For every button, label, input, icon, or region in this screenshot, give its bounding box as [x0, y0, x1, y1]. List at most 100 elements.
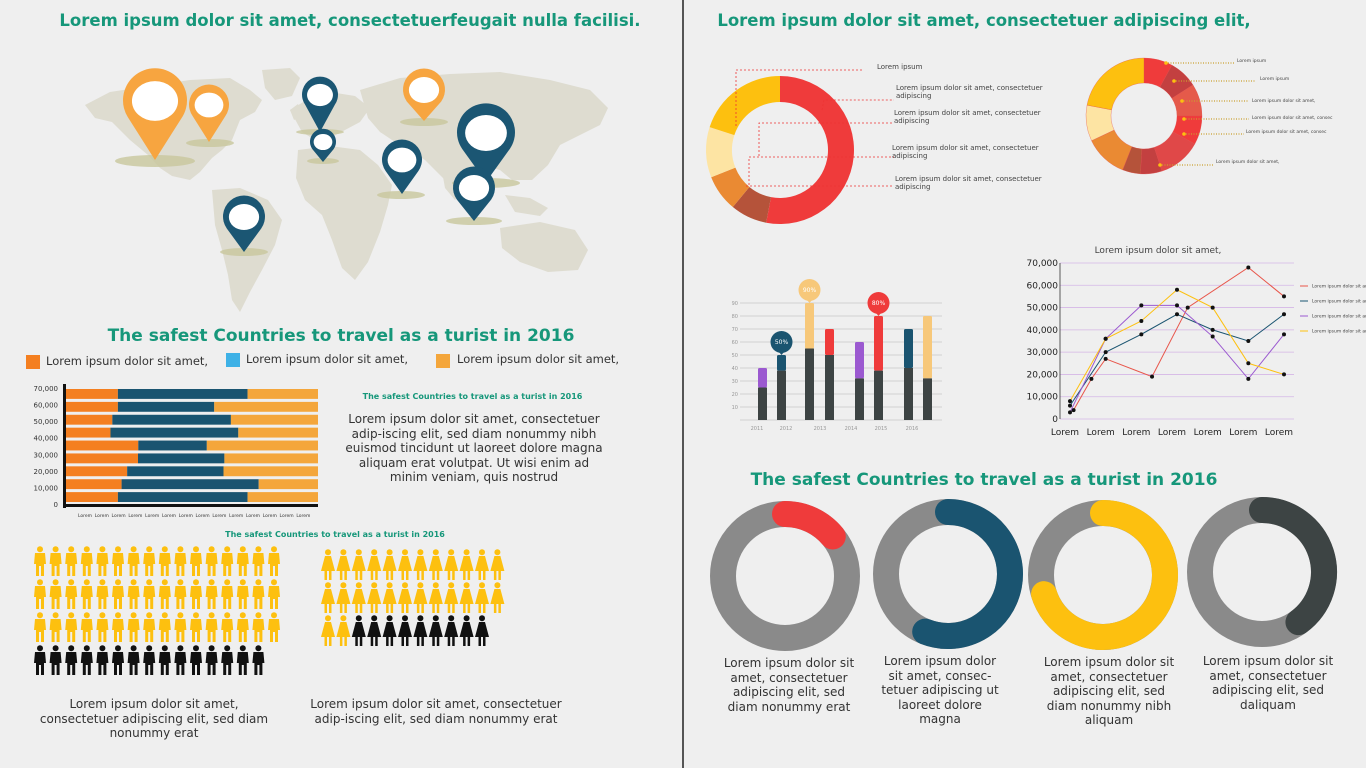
continent: [505, 195, 548, 216]
head: [37, 612, 43, 619]
x-tick-label: 2015: [875, 426, 888, 432]
body: [205, 652, 218, 675]
legend-label: Lorem ipsum dolor sit amet,: [1312, 284, 1366, 290]
head: [224, 579, 231, 586]
head: [386, 615, 393, 622]
body: [49, 553, 62, 576]
male-person-icon: [65, 645, 78, 675]
body: [143, 652, 156, 675]
text-block-title: The safest Countries to travel as a turi…: [362, 392, 583, 401]
body: [205, 553, 218, 576]
panel-divider: [682, 0, 684, 768]
head: [83, 546, 90, 553]
leader-dot: [1182, 117, 1186, 121]
male-person-icon: [236, 645, 249, 675]
people-pictogram: [34, 546, 505, 675]
y-tick-label: 10: [732, 405, 738, 411]
head: [355, 582, 362, 589]
male-person-icon: [174, 546, 187, 576]
right-title: Lorem ipsum dolor sit amet, consectetuer…: [717, 11, 1251, 30]
bar-segment: [66, 453, 138, 464]
x-tick-label: Lorem: [145, 513, 159, 519]
body: [34, 553, 46, 576]
head: [417, 549, 424, 556]
bar-base-segment: [758, 387, 767, 420]
body: [34, 586, 46, 609]
male-person-icon: [65, 579, 78, 609]
bar-base-segment: [777, 370, 786, 420]
y-tick-label: 20: [732, 392, 738, 398]
x-tick-label: Lorem: [196, 513, 210, 519]
pin-hole: [131, 81, 179, 121]
ring-caption: Lorem ipsum dolor sit amet, consectetuer…: [723, 656, 855, 714]
female-person-icon: [475, 615, 489, 646]
body: [336, 556, 351, 580]
head: [432, 615, 439, 622]
data-point: [1068, 410, 1072, 415]
head: [99, 645, 106, 652]
head: [463, 615, 470, 622]
male-person-icon: [112, 612, 124, 642]
male-person-icon: [143, 645, 156, 675]
head: [99, 546, 106, 553]
line-chart: 0 10,000 20,000 30,000 40,000 50,000 60,000 70,…: [1027, 259, 1366, 438]
body: [65, 553, 78, 576]
body: [413, 622, 428, 646]
male-person-icon: [252, 612, 265, 642]
body: [80, 652, 93, 675]
body: [268, 553, 280, 576]
bar-segment: [112, 414, 231, 425]
bar-base-segment: [805, 348, 814, 420]
head: [494, 549, 501, 556]
body: [143, 619, 156, 642]
head: [83, 645, 90, 652]
bar-base-segment: [825, 355, 834, 420]
body: [336, 589, 351, 613]
bar-top-segment: [758, 368, 767, 388]
head: [340, 582, 347, 589]
data-point: [1210, 305, 1215, 310]
male-person-icon: [112, 579, 124, 609]
data-point: [1103, 356, 1108, 361]
continent: [262, 68, 300, 100]
x-tick-label: Lorem: [112, 513, 126, 519]
female-person-icon: [321, 582, 335, 613]
data-point: [1150, 374, 1155, 379]
head: [193, 546, 199, 553]
male-person-icon: [158, 612, 171, 642]
head: [130, 612, 137, 619]
bar-segment: [224, 453, 318, 464]
bar-segment: [117, 389, 248, 399]
y-tick-label: 0: [1052, 415, 1058, 425]
bar-segment: [66, 427, 111, 438]
head: [463, 549, 470, 556]
head: [371, 615, 378, 622]
male-person-icon: [205, 546, 218, 576]
body: [127, 652, 140, 675]
data-point: [1103, 350, 1108, 355]
head: [177, 546, 184, 553]
head: [146, 546, 153, 553]
head: [271, 612, 277, 619]
leader-dot: [1182, 132, 1186, 136]
body: [490, 589, 505, 613]
head: [239, 579, 246, 586]
ring-caption: Lorem ipsum dolor sit amet, consectetuer…: [1043, 655, 1175, 727]
head: [224, 645, 231, 652]
pin-shadow: [115, 155, 195, 167]
continent: [296, 146, 392, 280]
pin-hole: [307, 83, 333, 107]
x-tick-label: Lorem: [1158, 428, 1186, 438]
male-person-icon: [221, 579, 234, 609]
head: [130, 579, 137, 586]
big-donut-label: Lorem ipsum: [877, 63, 923, 71]
head: [255, 645, 262, 652]
head: [161, 645, 168, 652]
small-donut-label: Lorem ipsum: [1237, 59, 1267, 64]
data-point: [1175, 287, 1179, 292]
body: [127, 586, 140, 609]
x-tick-label: 2014: [845, 426, 858, 432]
left-panel: Lorem ipsum dolor sit amet, consectetuer…: [0, 0, 682, 768]
male-person-icon: [174, 612, 187, 642]
body: [351, 622, 366, 646]
